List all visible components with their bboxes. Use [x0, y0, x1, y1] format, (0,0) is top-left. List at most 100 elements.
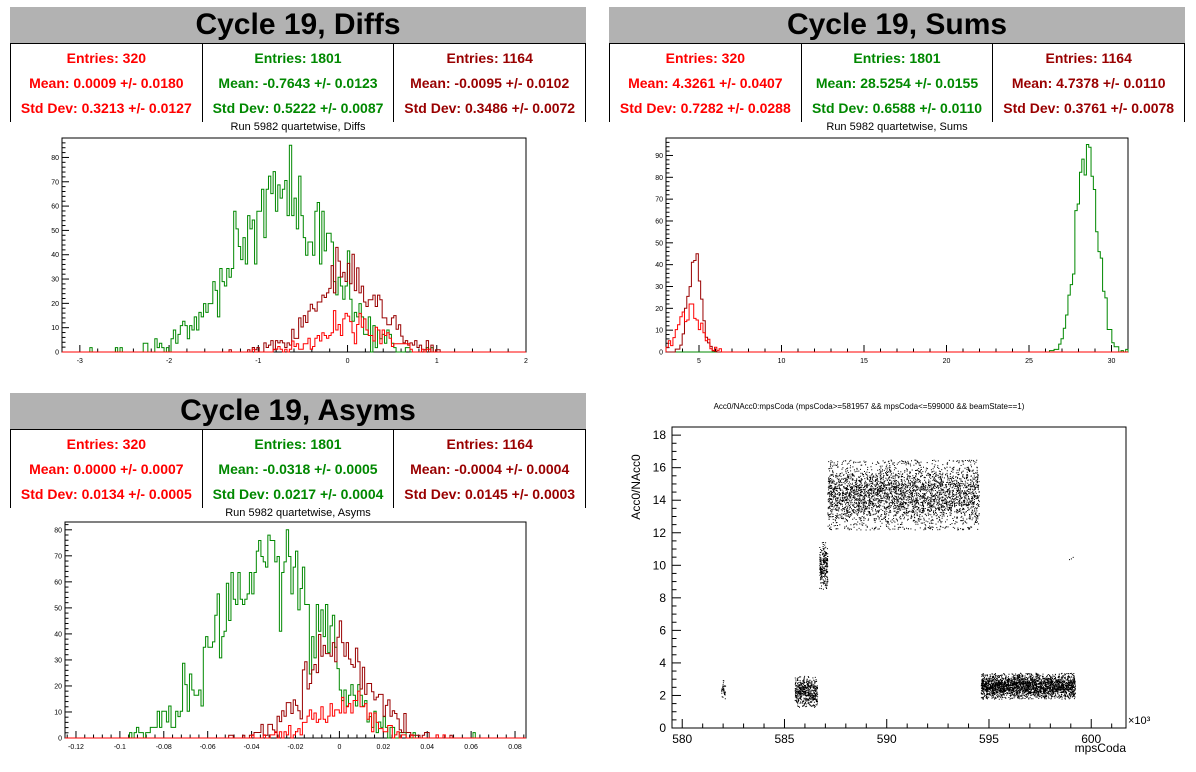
series-line-0: [666, 144, 1129, 353]
asyms-stats-box: Entries: 320 Mean: 0.0000 +/- 0.0007 Std…: [10, 429, 586, 508]
y-tick-label: 6: [659, 623, 666, 637]
y-tick-label: 20: [54, 683, 62, 690]
scatter-points: [794, 675, 819, 708]
x-tick-label: -2: [166, 358, 172, 365]
series-line-1: [666, 253, 1128, 353]
asyms-title: Cycle 19, Asyms: [10, 393, 586, 429]
asyms-subtitle: Run 5982 quartetwise, Asyms: [225, 507, 371, 519]
stddev-label: Std Dev: 0.0217 +/- 0.0004: [212, 485, 384, 502]
y-tick-label: 4: [659, 656, 666, 670]
y-tick-label: 0: [659, 721, 666, 735]
entries-label: Entries: 1801: [853, 50, 941, 67]
entries-label: Entries: 320: [66, 436, 147, 453]
scatter-cluster-0: [721, 680, 727, 700]
y-tick-label: 30: [54, 657, 62, 664]
x-tick-label: 15: [860, 358, 868, 365]
mean-label: Mean: 0.0009 +/- 0.0180: [29, 74, 184, 91]
y-tick-label: 80: [51, 155, 59, 162]
y-tick-label: 40: [51, 252, 59, 259]
x-tick-label: 595: [979, 732, 999, 746]
x-tick-label: 580: [672, 732, 692, 746]
y-tick-label: 10: [653, 558, 667, 572]
x-tick-label: 0.02: [376, 744, 390, 751]
mean-label: Mean: 4.7378 +/- 0.0110: [1011, 74, 1166, 91]
stats-col-red: Entries: 320 Mean: 0.0009 +/- 0.0180 Std…: [11, 44, 203, 122]
stddev-label: Std Dev: 0.6588 +/- 0.0110: [811, 99, 983, 116]
x-tick-label: -1: [255, 358, 261, 365]
series-line-0: [65, 529, 526, 739]
y-tick-label: 50: [51, 228, 59, 235]
scatter-cluster-4: [980, 672, 1076, 700]
y-tick-label: 0: [58, 736, 62, 743]
x-tick-label: -0.1: [114, 744, 126, 751]
entries-label: Entries: 1164: [446, 50, 533, 67]
y-tick-label: 30: [655, 284, 663, 291]
series-line-2: [62, 310, 526, 353]
mean-label: Mean: 4.3261 +/- 0.0407: [628, 74, 783, 91]
x-tick-label: 585: [774, 732, 794, 746]
plot-frame: [671, 426, 1127, 729]
y-tick-label: 30: [51, 277, 59, 284]
diffs-stats-box: Entries: 320 Mean: 0.0009 +/- 0.0180 Std…: [10, 43, 586, 122]
stats-col-green: Entries: 1801 Mean: -0.7643 +/- 0.0123 S…: [203, 44, 395, 122]
x-tick-label: 10: [778, 358, 786, 365]
x-tick-label: 5: [697, 358, 701, 365]
diffs-title: Cycle 19, Diffs: [10, 7, 586, 43]
stddev-label: Std Dev: 0.7282 +/- 0.0288: [619, 99, 791, 116]
y-tick-label: 12: [653, 526, 667, 540]
scatter-cluster-3: [827, 459, 980, 531]
histogram-2: -0.12 -0.1 -0.08 -0.06 -0.04 -0.02 0 0.02 0.04 0.…: [54, 521, 527, 751]
sums-stats-box: Entries: 320 Mean: 4.3261 +/- 0.0407 Std…: [609, 43, 1185, 122]
x-tick-label: -3: [77, 358, 83, 365]
y-tick-label: 70: [54, 553, 62, 560]
scatter-title: Acc0/NAcc0:mpsCoda (mpsCoda>=581957 && m…: [714, 402, 1025, 411]
sums-panel: Cycle 19, Sums Entries: 320 Mean: 4.3261…: [609, 7, 1185, 387]
entries-label: Entries: 1164: [1045, 50, 1132, 67]
mean-label: Mean: -0.0004 +/- 0.0004: [410, 460, 570, 477]
stddev-label: Std Dev: 0.0145 +/- 0.0003: [404, 485, 576, 502]
stddev-label: Std Dev: 0.0134 +/- 0.0005: [20, 485, 192, 502]
scatter-cluster-1: [794, 675, 819, 708]
x-tick-label: 20: [943, 358, 951, 365]
y-tick-label: 60: [655, 218, 663, 225]
x-tick-label: -0.02: [288, 744, 304, 751]
y-tick-label: 80: [54, 527, 62, 534]
y-tick-label: 20: [51, 301, 59, 308]
y-tick-label: 10: [54, 709, 62, 716]
series-line-2: [665, 303, 1128, 353]
scatter-cluster-2: [819, 542, 829, 590]
x-tick-label: -0.04: [244, 744, 260, 751]
x-tick-label: 0.04: [420, 744, 434, 751]
y-tick-label: 60: [54, 579, 62, 586]
scatter-points: [1069, 556, 1074, 561]
x-tick-label: 0.08: [508, 744, 522, 751]
stddev-label: Std Dev: 0.3213 +/- 0.0127: [20, 99, 192, 116]
y-tick-label: 50: [655, 240, 663, 247]
series-line-0: [62, 144, 526, 353]
y-tick-label: 50: [54, 605, 62, 612]
sums-subtitle: Run 5982 quartetwise, Sums: [826, 121, 968, 133]
entries-label: Entries: 1801: [254, 50, 342, 67]
stats-col-darkred: Entries: 1164 Mean: 4.7378 +/- 0.0110 St…: [993, 44, 1184, 122]
y-tick-label: 0: [659, 350, 663, 357]
x-tick-label: 590: [877, 732, 897, 746]
y-tick-label: 80: [655, 175, 663, 182]
x-tick-label: 1: [435, 358, 439, 365]
scatter-points: [980, 672, 1076, 700]
x-multiplier-label: ×10³: [1128, 715, 1151, 727]
stats-col-red: Entries: 320 Mean: 4.3261 +/- 0.0407 Std…: [610, 44, 802, 122]
mean-label: Mean: 28.5254 +/- 0.0155: [815, 74, 979, 91]
stats-col-green: Entries: 1801 Mean: 28.5254 +/- 0.0155 S…: [802, 44, 994, 122]
y-tick-label: 90: [655, 153, 663, 160]
y-tick-label: 18: [653, 428, 667, 442]
mean-label: Mean: -0.0095 +/- 0.0102: [410, 74, 570, 91]
sums-title: Cycle 19, Sums: [609, 7, 1185, 43]
entries-label: Entries: 1801: [254, 436, 342, 453]
stddev-label: Std Dev: 0.3486 +/- 0.0072: [404, 99, 576, 116]
y-tick-label: 10: [51, 325, 59, 332]
y-tick-label: 10: [655, 328, 663, 335]
series-line-1: [65, 620, 526, 739]
x-tick-label: 2: [524, 358, 528, 365]
stddev-label: Std Dev: 0.5222 +/- 0.0087: [212, 99, 384, 116]
